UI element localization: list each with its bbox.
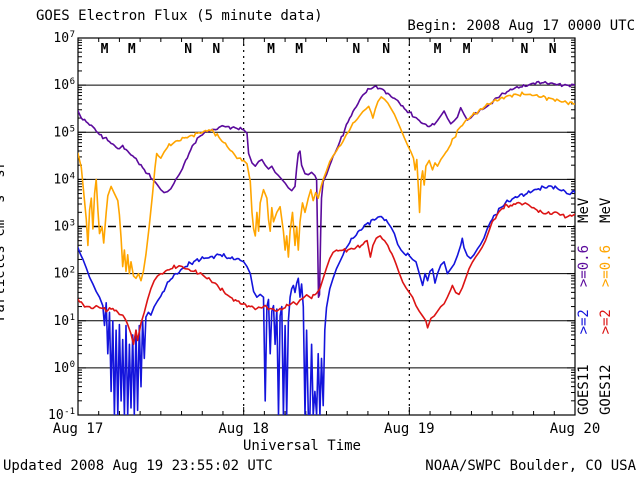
legend-goes11-unit: MeV [576, 197, 592, 223]
y-tick-label: 10-1 [48, 407, 75, 423]
x-tick-label: Aug 20 [550, 421, 601, 437]
series-goes11-ge2 [78, 185, 575, 415]
event-marker-N: N [382, 42, 390, 57]
y-tick-label: 101 [53, 313, 75, 329]
legend-goes11-ge06: >=0.6 [576, 244, 592, 288]
x-axis-label: Universal Time [242, 438, 361, 454]
legend-goes12-ge2: >=2 [598, 309, 614, 335]
event-marker-N: N [521, 42, 529, 57]
page-title: GOES Electron Flux (5 minute data) [36, 8, 323, 24]
series-goes11-ge0p6 [78, 80, 575, 298]
y-tick-label: 106 [53, 77, 75, 93]
series-goes12-ge2 [78, 201, 575, 346]
event-marker-N: N [352, 42, 360, 57]
updated-timestamp: Updated 2008 Aug 19 23:55:02 UTC [3, 458, 273, 474]
event-marker-M: M [128, 42, 136, 57]
y-tick-label: 104 [53, 171, 75, 187]
event-marker-M: M [295, 42, 303, 57]
y-axis-label: Particles cm⁻²s⁻¹sr⁻¹ [0, 143, 8, 321]
series-layer [78, 80, 575, 415]
begin-timestamp: Begin: 2008 Aug 17 0000 UTC [407, 18, 635, 34]
legend-goes12-unit: MeV [598, 197, 614, 223]
legend-goes11-ge2: >=2 [576, 309, 592, 335]
event-marker-M: M [434, 42, 442, 57]
x-tick-label: Aug 19 [384, 421, 435, 437]
event-marker-N: N [212, 42, 220, 57]
series-goes12-ge0p6 [78, 91, 575, 282]
y-tick-label: 100 [53, 360, 75, 376]
source-attribution: NOAA/SWPC Boulder, CO USA [425, 458, 636, 474]
event-marker-M: M [101, 42, 109, 57]
y-tick-label: 105 [53, 124, 75, 140]
event-marker-N: N [184, 42, 192, 57]
x-tick-label: Aug 17 [53, 421, 104, 437]
plot-frame [77, 37, 576, 416]
y-tick-label: 107 [53, 30, 75, 46]
y-tick-label: 102 [53, 266, 75, 282]
event-marker-M: M [463, 42, 471, 57]
y-tick-label: 103 [53, 219, 75, 235]
x-tick-label: Aug 18 [218, 421, 269, 437]
legend-goes12-label: GOES12 [598, 364, 614, 415]
legend-goes11-label: GOES11 [576, 364, 592, 415]
legend-goes12: GOES12 >=2 >=0.6 MeV [598, 197, 614, 415]
event-marker-M: M [267, 42, 275, 57]
event-marker-N: N [549, 42, 557, 57]
legend-goes11: GOES11 >=2 >=0.6 MeV [576, 197, 592, 415]
legend-goes12-ge06: >=0.6 [598, 244, 614, 288]
